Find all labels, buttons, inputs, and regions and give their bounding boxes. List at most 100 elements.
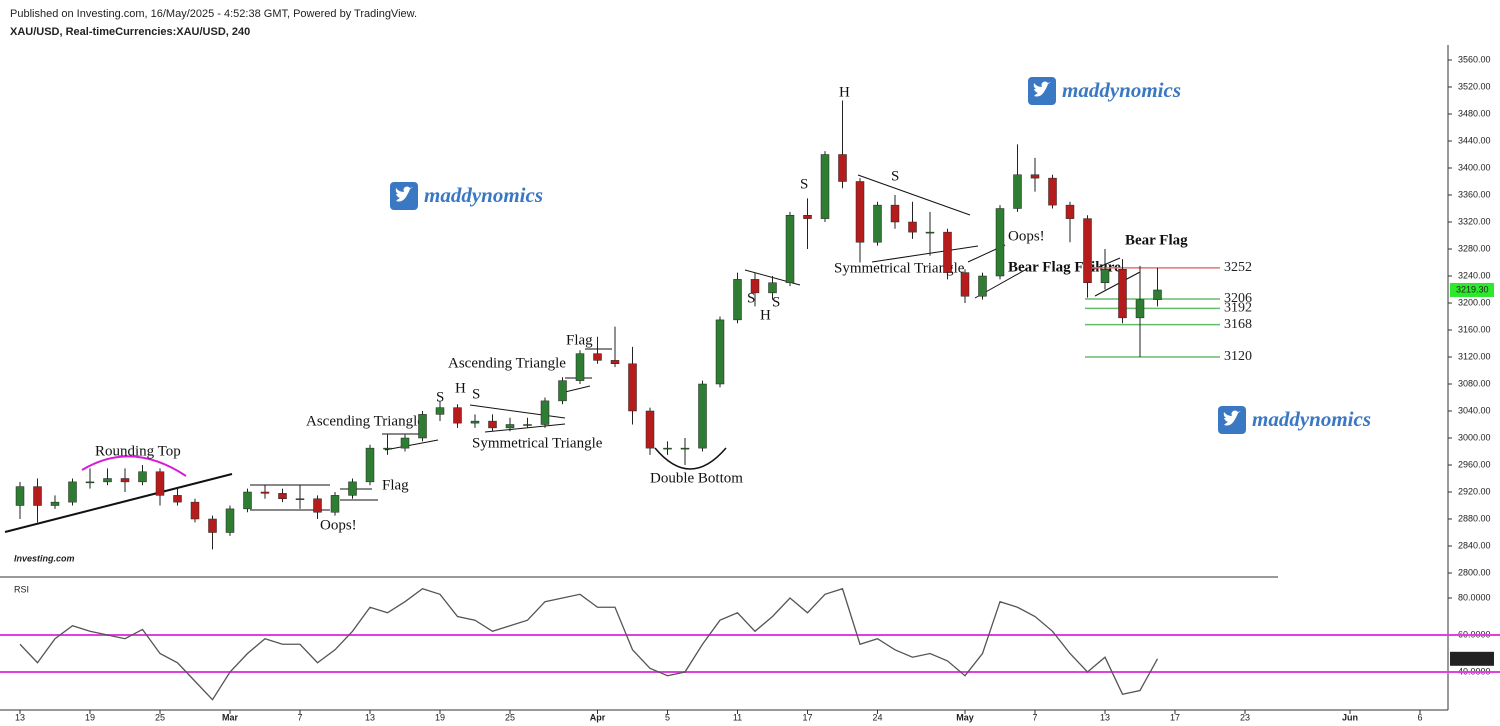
annotation: Symmetrical Triangle bbox=[472, 435, 603, 451]
candle-body bbox=[593, 353, 602, 361]
candle-body bbox=[1048, 177, 1057, 206]
candle-body bbox=[295, 498, 305, 500]
x-tick-label: 23 bbox=[1240, 712, 1250, 722]
x-tick-label: 25 bbox=[505, 712, 515, 722]
annotation: Flag bbox=[566, 332, 593, 348]
annotation: H bbox=[839, 84, 850, 100]
annotation: Ascending Triangle bbox=[306, 413, 424, 429]
candle-body bbox=[1013, 174, 1022, 209]
annotation: Oops! bbox=[320, 517, 357, 533]
candle-body bbox=[628, 363, 637, 412]
y-tick-label: 3200.00 bbox=[1458, 297, 1491, 307]
candle-body bbox=[1065, 204, 1075, 219]
annotation: Flag bbox=[382, 477, 409, 493]
annotation: S bbox=[472, 386, 480, 402]
candle-body bbox=[435, 407, 445, 415]
candle-body bbox=[873, 204, 882, 243]
y-tick-label: 3080.00 bbox=[1458, 378, 1491, 388]
x-tick-label: 7 bbox=[1032, 712, 1037, 722]
y-tick-label: 2880.00 bbox=[1458, 513, 1491, 523]
candle-body bbox=[313, 498, 322, 513]
candle-body bbox=[383, 447, 392, 450]
x-tick-label: 7 bbox=[297, 712, 302, 722]
candle-body bbox=[348, 481, 357, 496]
x-tick-label: 17 bbox=[802, 712, 812, 722]
candle-body bbox=[1030, 174, 1040, 179]
candle-body bbox=[365, 447, 375, 483]
x-tick-label: 17 bbox=[1170, 712, 1180, 722]
published: Published on Investing.com, 16/May/2025 … bbox=[10, 8, 417, 20]
candle-body bbox=[803, 215, 812, 219]
candle-body bbox=[103, 478, 112, 483]
candle-body bbox=[785, 215, 795, 283]
x-tick-label: Apr bbox=[590, 712, 606, 722]
candle-body bbox=[330, 495, 340, 513]
watermark: maddynomics bbox=[390, 182, 543, 210]
candle-body bbox=[558, 380, 567, 402]
rsi-line bbox=[19, 587, 1159, 701]
y-tick-label: 80.0000 bbox=[1458, 592, 1491, 602]
candle-body bbox=[15, 486, 25, 506]
annotation: H bbox=[455, 380, 466, 396]
y-tick-label: 2840.00 bbox=[1458, 540, 1491, 550]
candle-body bbox=[855, 181, 865, 243]
candle-body bbox=[418, 414, 427, 439]
annotation: Symmetrical Triangle bbox=[834, 260, 965, 276]
x-tick-label: 19 bbox=[85, 712, 95, 722]
x-tick-label: Mar bbox=[222, 712, 239, 722]
candle-body bbox=[645, 410, 655, 449]
candle-body bbox=[243, 491, 252, 510]
candle-body bbox=[68, 481, 77, 503]
y-tick-label: 2960.00 bbox=[1458, 459, 1491, 469]
x-tick-label: 6 bbox=[1417, 712, 1422, 722]
candle-body bbox=[1153, 289, 1162, 300]
candle-body bbox=[1118, 269, 1127, 319]
candle-body bbox=[575, 353, 585, 381]
watermark-text: maddynomics bbox=[1252, 407, 1371, 431]
candle-body bbox=[680, 447, 690, 450]
watermark: maddynomics bbox=[1028, 77, 1181, 105]
candle-body bbox=[820, 154, 830, 219]
candle-body bbox=[733, 279, 742, 321]
annotation: S bbox=[891, 168, 899, 184]
annotation: H bbox=[760, 307, 771, 323]
candle-body bbox=[610, 360, 620, 364]
annotation: Rounding Top bbox=[95, 443, 181, 459]
x-tick-label: 19 bbox=[435, 712, 445, 722]
annotation: S bbox=[772, 294, 780, 310]
watermark: maddynomics bbox=[1218, 406, 1371, 434]
candle-body bbox=[470, 420, 480, 424]
annotation: S bbox=[436, 389, 444, 405]
candle-body bbox=[925, 231, 935, 234]
y-tick-label: 3320.00 bbox=[1458, 216, 1491, 226]
y-tick-label: 3160.00 bbox=[1458, 324, 1491, 334]
annotation: Ascending Triangle bbox=[448, 355, 566, 371]
level-label: 3120 bbox=[1224, 349, 1252, 364]
annotations: Rounding Top Flag Oops! Ascending Triang… bbox=[95, 84, 1188, 533]
x-tick-label: 25 bbox=[155, 712, 165, 722]
x-tick-label: 13 bbox=[365, 712, 375, 722]
annotation: Bear Flag Failure bbox=[1008, 259, 1121, 275]
watermark-text: maddynomics bbox=[424, 183, 543, 207]
candle-body bbox=[995, 208, 1005, 277]
level-label: 3168 bbox=[1224, 317, 1252, 332]
last-value-label: 47.1303 bbox=[1456, 653, 1489, 663]
candle-body bbox=[50, 501, 60, 506]
y-tick-label: 3240.00 bbox=[1458, 270, 1491, 280]
candle-body bbox=[33, 486, 42, 506]
x-tick-label: 5 bbox=[665, 712, 670, 722]
candle-body bbox=[908, 221, 917, 233]
annotation: S bbox=[747, 290, 755, 306]
candle-body bbox=[1100, 269, 1110, 283]
candle-body bbox=[663, 447, 672, 450]
candle-body bbox=[540, 400, 550, 425]
watermark-text: maddynomics bbox=[1062, 78, 1181, 102]
x-tick-label: 13 bbox=[15, 712, 25, 722]
y-tick-label: 3440.00 bbox=[1458, 135, 1491, 145]
candle-body bbox=[453, 407, 462, 424]
candle-body bbox=[278, 493, 287, 500]
level-label: 3192 bbox=[1224, 301, 1252, 316]
annotation: S bbox=[800, 176, 808, 192]
y-tick-label: 2800.00 bbox=[1458, 567, 1491, 577]
candle-body bbox=[155, 471, 165, 496]
